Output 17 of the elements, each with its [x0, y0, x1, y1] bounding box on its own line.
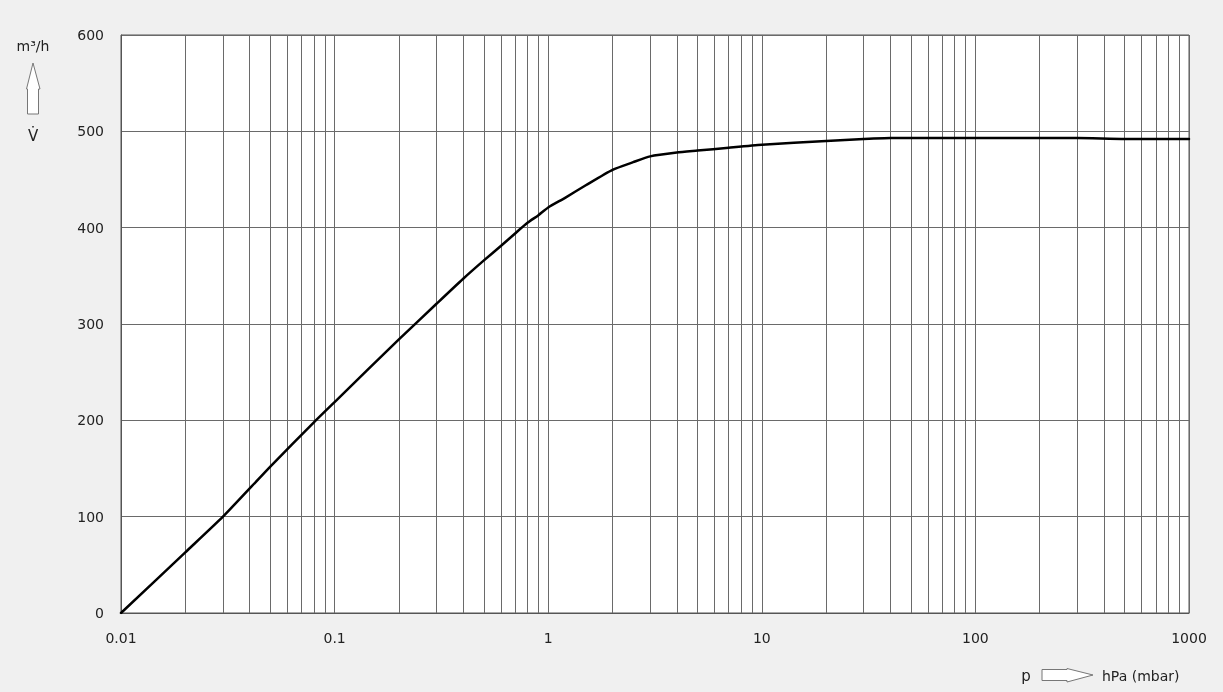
y-tick-label: 300	[77, 316, 104, 332]
x-tick-label: 10	[752, 630, 771, 646]
x-tick-label: 0.1	[323, 630, 346, 646]
y-tick-label: 400	[77, 219, 104, 236]
y-tick-label: 500	[77, 123, 104, 140]
y-tick-label: 600	[77, 27, 104, 43]
y-tick-label: 200	[77, 412, 104, 429]
y-tick-label: 0	[95, 605, 104, 621]
x-axis-title: hPa (mbar)	[1102, 668, 1180, 684]
x-tick-label: 100	[962, 630, 989, 646]
y-axis-title: m³/h	[16, 38, 50, 54]
y-tick-label: 100	[77, 508, 104, 525]
x-tick-label: 1000	[1171, 630, 1207, 646]
text: V̇	[27, 126, 39, 145]
x-tick-label: 0.01	[105, 630, 137, 646]
x-tick-label: 1	[543, 630, 553, 646]
text: p	[1021, 667, 1031, 685]
